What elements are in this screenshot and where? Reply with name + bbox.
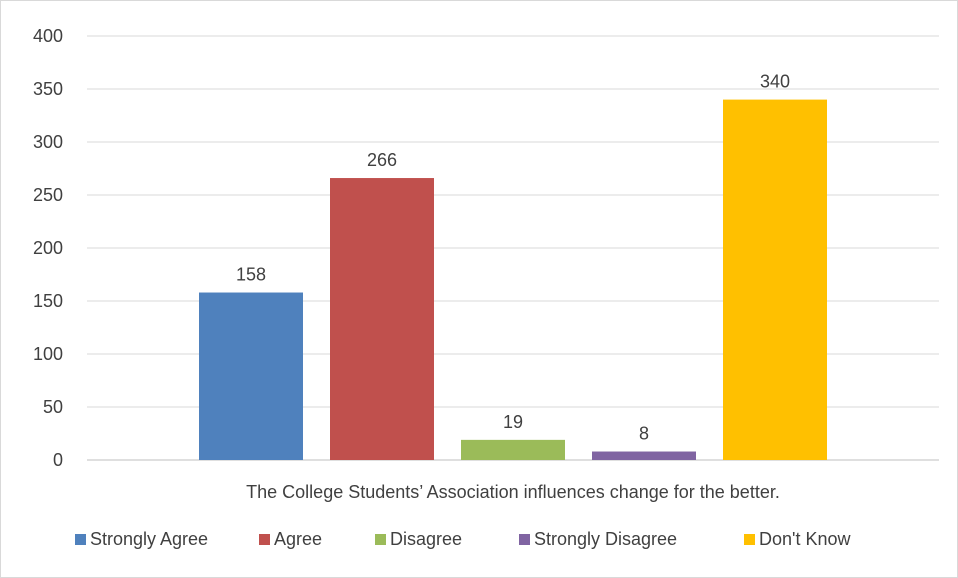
bar [461, 439, 565, 460]
bar [723, 99, 827, 460]
legend-item: Strongly Agree [75, 529, 208, 549]
legend-item: Strongly Disagree [519, 529, 677, 549]
bars [199, 99, 827, 461]
legend-item: Agree [259, 529, 322, 549]
legend-label: Strongly Disagree [534, 529, 677, 549]
legend-label: Agree [274, 529, 322, 549]
legend-swatch [744, 534, 755, 545]
data-label: 340 [760, 72, 790, 92]
bar [592, 451, 696, 460]
bar [330, 178, 434, 461]
y-tick-label: 350 [33, 79, 63, 99]
y-tick-label: 100 [33, 344, 63, 364]
data-label: 19 [503, 412, 523, 432]
legend-item: Disagree [375, 529, 462, 549]
y-tick-label: 300 [33, 132, 63, 152]
legend-swatch [75, 534, 86, 545]
legend-label: Don't Know [759, 529, 851, 549]
y-tick-label: 0 [53, 450, 63, 470]
data-label: 266 [367, 150, 397, 170]
legend-swatch [375, 534, 386, 545]
legend-swatch [259, 534, 270, 545]
data-labels: 158 266 19 8 340 [236, 72, 790, 444]
y-tick-label: 50 [43, 397, 63, 417]
y-axis-tick-labels: 0 50 100 150 200 250 300 350 400 [33, 26, 63, 470]
legend-swatch [519, 534, 530, 545]
y-tick-label: 250 [33, 185, 63, 205]
y-tick-label: 400 [33, 26, 63, 46]
legend-label: Disagree [390, 529, 462, 549]
y-tick-label: 200 [33, 238, 63, 258]
y-tick-label: 150 [33, 291, 63, 311]
legend-label: Strongly Agree [90, 529, 208, 549]
bar [199, 292, 303, 460]
legend-item: Don't Know [744, 529, 851, 549]
legend: Strongly Agree Agree Disagree Strongly Disa… [75, 529, 851, 549]
x-category-label: The College Students’ Association influe… [246, 482, 780, 502]
data-label: 8 [639, 424, 649, 444]
data-label: 158 [236, 265, 266, 285]
